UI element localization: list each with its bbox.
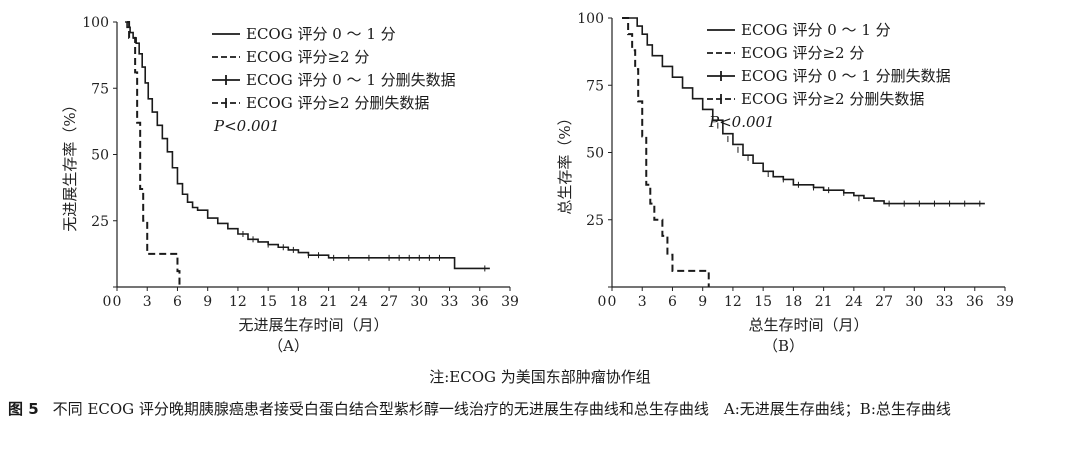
a-x-tick-label: 33 — [441, 294, 459, 310]
b-x-tick-label: 30 — [905, 294, 923, 310]
b-p-value-annotation: P<0.001 — [708, 113, 775, 131]
b-x-tick-label: 0 — [608, 294, 617, 310]
a-p-value-annotation: P<0.001 — [213, 117, 280, 135]
b-x-tick-label: 18 — [784, 294, 802, 310]
b-legend-label-3: ECOG 评分 0 ～ 1 分删失数据 — [741, 67, 951, 85]
a-legend-label-2: ECOG 评分≥2 分 — [246, 48, 369, 66]
b-x-tick-label: 33 — [936, 294, 954, 310]
b-x-tick-label: 27 — [875, 294, 893, 310]
b-origin-label: 0 — [598, 294, 607, 310]
a-series-ecog-2plus-line — [127, 21, 181, 287]
b-legend-label-2: ECOG 评分≥2 分 — [741, 44, 864, 62]
b-legend-label-4: ECOG 评分≥2 分删失数据 — [741, 90, 924, 108]
a-x-tick-label: 30 — [410, 294, 428, 310]
a-legend-label-1: ECOG 评分 0 ～ 1 分 — [246, 25, 396, 43]
a-legend-label-3: ECOG 评分 0 ～ 1 分删失数据 — [246, 71, 456, 89]
b-x-tick-label: 36 — [966, 294, 984, 310]
a-y-tick-label: 25 — [91, 214, 109, 230]
a-y-tick-label: 50 — [91, 148, 109, 164]
a-x-axis-label: 无进展生存时间（月） — [238, 316, 388, 334]
a-x-tick-label: 6 — [173, 294, 182, 310]
a-x-tick-label: 36 — [471, 294, 489, 310]
b-x-tick-label: 24 — [845, 294, 863, 310]
a-panel-label: （A） — [268, 337, 309, 355]
a-legend-label-4: ECOG 评分≥2 分删失数据 — [246, 94, 429, 112]
figure-canvas: 0 3 6 9 12 15 18 21 24 27 30 33 36 392550751000无进展生存时… — [61, 11, 1014, 355]
a-x-tick-label: 9 — [203, 294, 212, 310]
a-x-tick-label: 24 — [350, 294, 368, 310]
figure-caption-text: 不同 ECOG 评分晚期胰腺癌患者接受白蛋白结合型紫杉醇一线治疗的无进展生存曲线… — [52, 400, 951, 418]
b-x-axis-label: 总生存时间（月） — [748, 316, 868, 334]
a-x-tick-label: 39 — [501, 294, 519, 310]
a-y-axis-label: 无进展生存率（%） — [61, 97, 79, 231]
b-x-tick-label: 3 — [638, 294, 647, 310]
b-legend-label-1: ECOG 评分 0 ～ 1 分 — [741, 21, 891, 39]
a-x-tick-label: 15 — [259, 294, 277, 310]
b-y-axis-label: 总生存率（%） — [556, 110, 574, 214]
figure-caption: 图 5 不同 ECOG 评分晚期胰腺癌患者接受白蛋白结合型紫杉醇一线治疗的无进展生… — [8, 394, 1072, 424]
a-x-tick-label: 3 — [143, 294, 152, 310]
b-y-tick-label: 100 — [577, 11, 604, 27]
footnote: 注:ECOG 为美国东部肿瘤协作组 — [429, 368, 651, 386]
a-x-tick-label: 0 — [113, 294, 122, 310]
b-x-tick-label: 12 — [724, 294, 742, 310]
b-x-tick-label: 9 — [698, 294, 707, 310]
b-x-tick-label: 6 — [668, 294, 677, 310]
a-x-tick-label: 18 — [289, 294, 307, 310]
figure-caption-label: 图 5 — [8, 400, 39, 418]
b-series-ecog-2plus-line — [622, 17, 710, 287]
b-y-tick-label: 25 — [586, 213, 604, 229]
a-origin-label: 0 — [103, 294, 112, 310]
a-x-tick-label: 27 — [380, 294, 398, 310]
b-x-tick-label: 21 — [815, 294, 833, 310]
a-x-tick-label: 12 — [229, 294, 247, 310]
b-y-tick-label: 75 — [586, 78, 604, 94]
b-x-tick-label: 39 — [996, 294, 1014, 310]
b-panel-label: （B） — [763, 337, 804, 355]
b-x-tick-label: 15 — [754, 294, 772, 310]
b-y-tick-label: 50 — [586, 146, 604, 162]
a-x-tick-label: 21 — [320, 294, 338, 310]
a-y-tick-label: 100 — [82, 15, 109, 31]
a-y-tick-label: 75 — [91, 81, 109, 97]
